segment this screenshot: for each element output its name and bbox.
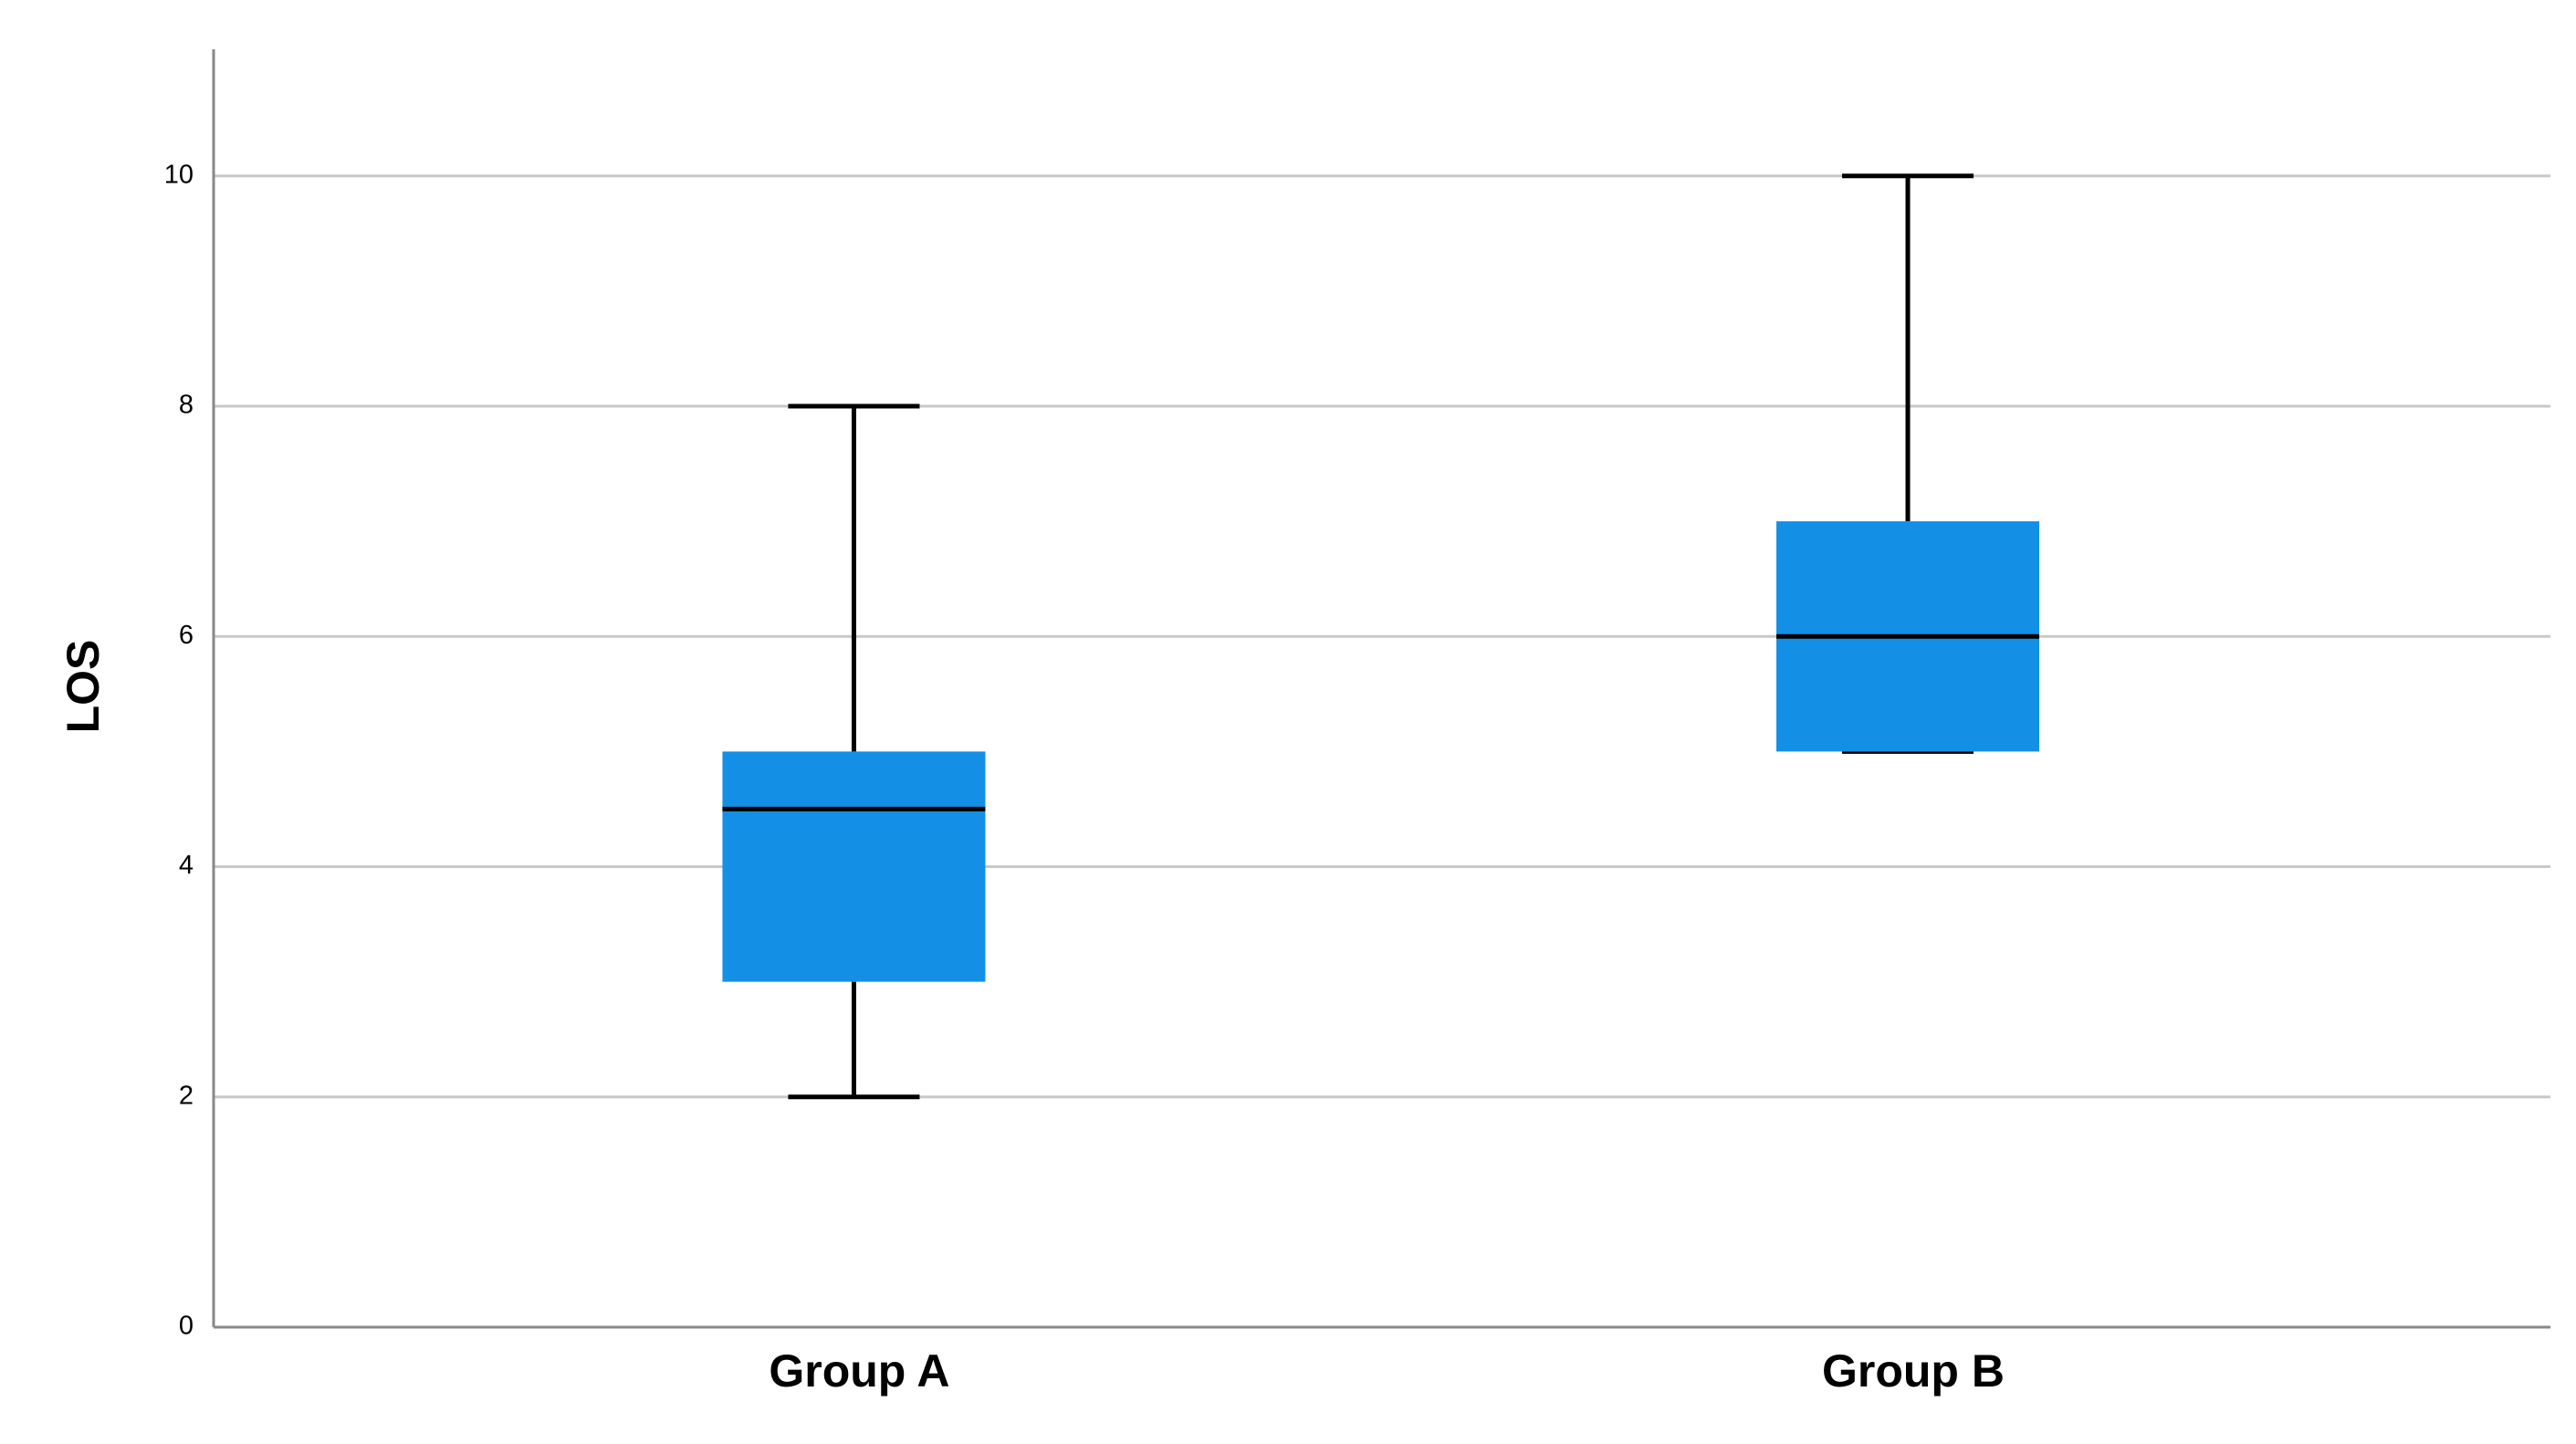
y-tick-label: 6 — [179, 621, 194, 650]
y-tick-label: 2 — [179, 1081, 194, 1110]
y-axis-label: LOS — [58, 640, 109, 734]
x-tick-label: Group B — [1822, 1345, 2005, 1397]
y-tick-label: 0 — [179, 1312, 194, 1341]
y-tick-label: 10 — [164, 160, 194, 189]
box — [722, 751, 986, 982]
y-tick-label: 8 — [179, 391, 194, 420]
x-tick-label: Group A — [769, 1345, 949, 1397]
y-tick-label: 4 — [179, 851, 194, 880]
